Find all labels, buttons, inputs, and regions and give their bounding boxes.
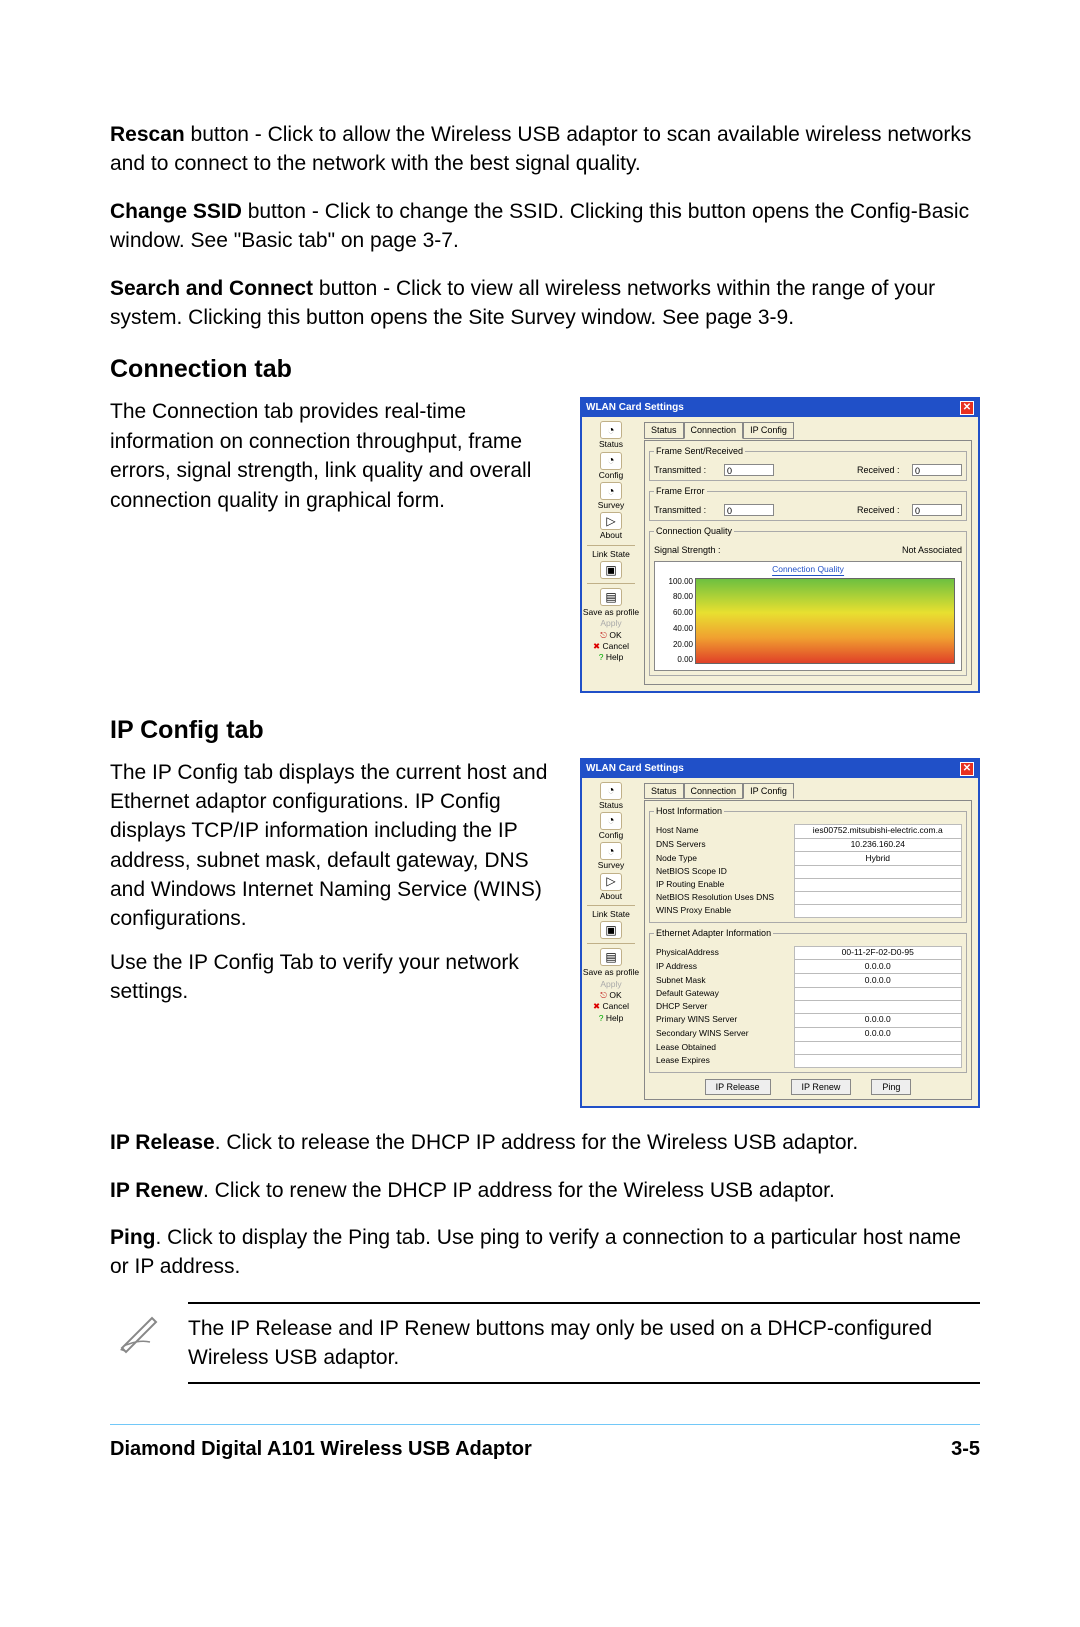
window-title-2: WLAN Card Settings (586, 762, 684, 776)
ip-renew-button[interactable]: IP Renew (791, 1079, 852, 1096)
info-value (794, 892, 962, 905)
info-value: 0.0.0.0 (794, 1013, 962, 1027)
info-key: Node Type (654, 852, 794, 866)
host-information: Host Information Host Nameies00752.mitsu… (649, 805, 967, 923)
para-search-connect: Search and Connect button - Click to vie… (110, 274, 980, 333)
ethernet-adapter-information: Ethernet Adapter Information PhysicalAdd… (649, 927, 967, 1073)
titlebar: WLAN Card Settings ✕ (582, 399, 978, 417)
note-text: The IP Release and IP Renew buttons may … (188, 1302, 980, 1385)
tab2-status[interactable]: Status (644, 783, 684, 800)
info-key: Secondary WINS Server (654, 1027, 794, 1041)
ipconfig-text1: The IP Config tab displays the current h… (110, 758, 560, 934)
ip-release-button[interactable]: IP Release (705, 1079, 771, 1096)
close-icon[interactable]: ✕ (960, 401, 974, 415)
titlebar-2: WLAN Card Settings ✕ (582, 760, 978, 778)
info-key: WINS Proxy Enable (654, 905, 794, 918)
para-ip-renew: IP Renew. Click to renew the DHCP IP add… (110, 1176, 980, 1205)
info-key: Lease Obtained (654, 1041, 794, 1054)
sidebar-item-about[interactable]: ▷About (600, 512, 622, 540)
sidebar-cancel[interactable]: ✖ Cancel (593, 642, 629, 651)
sidebar-link-state-icon: ▣ (600, 561, 622, 579)
tx-val: 0 (724, 464, 774, 476)
info-key: NetBIOS Resolution Uses DNS (654, 892, 794, 905)
sidebar-item-status[interactable]: ◔Status (599, 421, 623, 449)
info-key: Lease Expires (654, 1054, 794, 1067)
sidebar2-survey[interactable]: ◔Survey (598, 842, 624, 870)
page-footer: Diamond Digital A101 Wireless USB Adapto… (110, 1424, 980, 1463)
heading-connection-tab: Connection tab (110, 352, 980, 387)
info-value (794, 1001, 962, 1014)
ipconfig-text2: Use the IP Config Tab to verify your net… (110, 948, 560, 1007)
sidebar-save-profile-label: Save as profile (583, 608, 639, 617)
info-key: Host Name (654, 824, 794, 838)
sidebar-link-state: Link State (592, 550, 630, 559)
signal-strength-value: Not Associated (902, 544, 962, 557)
ping-button[interactable]: Ping (871, 1079, 911, 1096)
frame-error: Frame Error Transmitted : 0 Received : 0 (649, 485, 967, 521)
footer-right: 3-5 (951, 1435, 980, 1463)
info-key: Default Gateway (654, 988, 794, 1001)
connection-quality-chart: Connection Quality 100.00 80.00 60.00 40… (654, 561, 962, 671)
changessid-bold: Change SSID (110, 200, 242, 223)
sidebar2-about[interactable]: ▷About (600, 873, 622, 901)
info-value: 00-11-2F-02-D0-95 (794, 946, 962, 960)
tab-status[interactable]: Status (644, 422, 684, 439)
sidebar-save-profile[interactable]: ▤ (600, 588, 622, 606)
info-key: IP Routing Enable (654, 879, 794, 892)
window-title: WLAN Card Settings (586, 401, 684, 415)
footer-left: Diamond Digital A101 Wireless USB Adapto… (110, 1435, 532, 1463)
sidebar2-status[interactable]: ◔Status (599, 782, 623, 810)
sidebar-2: ◔Status ◔Config ◔Survey ▷About Link Stat… (582, 778, 640, 1107)
rescan-bold: Rescan (110, 123, 185, 146)
info-key: PhysicalAddress (654, 946, 794, 960)
tabs: Status Connection IP Config (644, 421, 972, 438)
info-key: DHCP Server (654, 1001, 794, 1014)
search-bold: Search and Connect (110, 277, 313, 300)
sidebar-ok[interactable]: ⎋ OK (600, 631, 621, 640)
para-change-ssid: Change SSID button - Click to change the… (110, 197, 980, 256)
para-rescan: Rescan button - Click to allow the Wirel… (110, 120, 980, 179)
para-ip-release: IP Release. Click to release the DHCP IP… (110, 1128, 980, 1157)
info-value: ies00752.mitsubishi-electric.com.a (794, 824, 962, 838)
rescan-rest: button - Click to allow the Wireless USB… (110, 123, 971, 175)
frame-sent-received: Frame Sent/Received Transmitted : 0 Rece… (649, 445, 967, 481)
ipconfig-window: WLAN Card Settings ✕ ◔Status ◔Config ◔Su… (580, 758, 980, 1109)
tab-ipconfig[interactable]: IP Config (743, 422, 794, 439)
info-value: 0.0.0.0 (794, 974, 962, 988)
sidebar-item-config[interactable]: ◔Config (599, 452, 624, 480)
info-value (794, 866, 962, 879)
close-icon-2[interactable]: ✕ (960, 762, 974, 776)
heading-ipconfig-tab: IP Config tab (110, 713, 980, 748)
rx-val: 0 (912, 464, 962, 476)
connection-window: WLAN Card Settings ✕ ◔Status ◔Config ◔Su… (580, 397, 980, 692)
info-value (794, 988, 962, 1001)
info-key: Subnet Mask (654, 974, 794, 988)
info-value (794, 1054, 962, 1067)
info-key: NetBIOS Scope ID (654, 866, 794, 879)
tab2-connection[interactable]: Connection (684, 783, 744, 800)
sidebar2-config[interactable]: ◔Config (599, 812, 624, 840)
sidebar-apply: Apply (600, 619, 621, 628)
sidebar-item-survey[interactable]: ◔Survey (598, 482, 624, 510)
info-value: 10.236.160.24 (794, 838, 962, 852)
info-key: IP Address (654, 960, 794, 974)
info-value (794, 1041, 962, 1054)
info-value (794, 905, 962, 918)
info-value: 0.0.0.0 (794, 960, 962, 974)
sidebar: ◔Status ◔Config ◔Survey ▷About Link Stat… (582, 417, 640, 690)
info-value (794, 879, 962, 892)
tab-connection[interactable]: Connection (684, 422, 744, 439)
connection-tab-text: The Connection tab provides real-time in… (110, 397, 560, 515)
info-key: Primary WINS Server (654, 1013, 794, 1027)
note-pen-icon (110, 1302, 170, 1358)
sidebar-help[interactable]: ? Help (599, 653, 624, 662)
tab2-ipconfig[interactable]: IP Config (743, 783, 794, 800)
connection-quality: Connection Quality Signal Strength : Not… (649, 525, 967, 675)
para-ping: Ping. Click to display the Ping tab. Use… (110, 1223, 980, 1282)
info-value: 0.0.0.0 (794, 1027, 962, 1041)
info-value: Hybrid (794, 852, 962, 866)
info-key: DNS Servers (654, 838, 794, 852)
